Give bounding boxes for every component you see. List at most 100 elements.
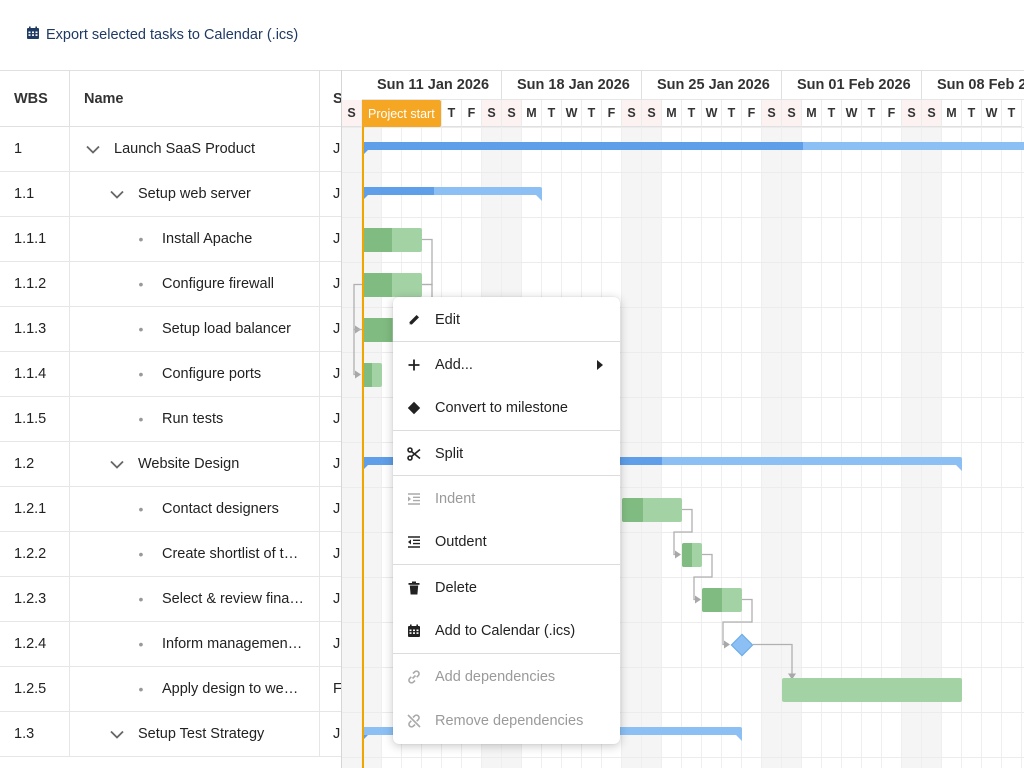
table-row[interactable]: 1.1.2 • Configure firewall J xyxy=(0,262,341,307)
bullet-icon: • xyxy=(138,681,144,697)
name-cell: • Setup load balancer xyxy=(70,307,320,351)
table-row[interactable]: 1.1.3 • Setup load balancer J xyxy=(0,307,341,352)
summary-cap-right xyxy=(956,465,962,471)
table-row[interactable]: 1.2.3 • Select & review final… J xyxy=(0,577,341,622)
name-cell-content: • Configure firewall xyxy=(70,276,319,292)
name-cell-content: Setup web server xyxy=(70,186,319,202)
task-bar[interactable] xyxy=(362,227,422,252)
summary-bar[interactable] xyxy=(362,142,1024,156)
summary-cap-right xyxy=(536,195,542,201)
unlink-icon xyxy=(406,713,422,729)
row-divider xyxy=(342,262,1024,263)
menu-item-split[interactable]: Split xyxy=(393,432,620,476)
table-row[interactable]: 1.1 Setup web server J xyxy=(0,172,341,217)
wbs-cell: 1.2.4 xyxy=(0,622,70,666)
weekend-column xyxy=(762,127,782,768)
table-row[interactable]: 1.2.2 • Create shortlist of th… J xyxy=(0,532,341,577)
task-bar[interactable] xyxy=(622,497,682,522)
name-cell-content: Website Design xyxy=(70,456,319,472)
table-row[interactable]: 1.2.4 • Inform management… J xyxy=(0,622,341,667)
menu-item-delete[interactable]: Delete xyxy=(393,566,620,610)
name-cell: • Create shortlist of th… xyxy=(70,532,320,576)
column-header-name[interactable]: Name xyxy=(70,71,320,127)
row-divider xyxy=(342,352,1024,353)
bullet-icon: • xyxy=(138,411,144,427)
task-bar[interactable] xyxy=(782,677,962,702)
bullet-icon: • xyxy=(138,591,144,607)
day-header: S xyxy=(642,100,662,127)
name-cell: • Inform management… xyxy=(70,622,320,666)
menu-item-label: Split xyxy=(435,446,464,462)
week-header: Sun 08 Feb 2026 xyxy=(922,71,1024,100)
link-icon xyxy=(406,669,422,685)
menu-item-edit[interactable]: Edit xyxy=(393,298,620,342)
task-bar[interactable] xyxy=(682,542,702,567)
wbs-cell: 1.1.3 xyxy=(0,307,70,351)
chevron-down-icon[interactable] xyxy=(108,190,126,199)
chevron-down-icon[interactable] xyxy=(108,730,126,739)
day-header: W xyxy=(842,100,862,127)
start-date-cell: F xyxy=(333,681,342,697)
menu-item-outdent[interactable]: Outdent xyxy=(393,520,620,564)
chevron-down-icon[interactable] xyxy=(108,460,126,469)
table-row[interactable]: 1.2.1 • Contact designers J xyxy=(0,487,341,532)
week-header: Sun 18 Jan 2026 xyxy=(502,71,642,100)
menu-item-label: Add... xyxy=(435,357,473,373)
weekend-column xyxy=(922,127,942,768)
column-header-wbs[interactable]: WBS xyxy=(0,71,70,127)
scissors-icon xyxy=(406,446,422,462)
task-bar[interactable] xyxy=(362,362,382,387)
week-header: Sun 25 Jan 2026 xyxy=(642,71,782,100)
day-header: T xyxy=(862,100,882,127)
menu-item-label: Convert to milestone xyxy=(435,400,568,416)
dependency-arrowhead xyxy=(355,370,361,379)
task-name: Website Design xyxy=(138,456,240,472)
dependency-line[interactable] xyxy=(753,643,793,679)
task-bar[interactable] xyxy=(702,587,742,612)
menu-item-label: Add to Calendar (.ics) xyxy=(435,623,576,639)
table-row[interactable]: 1.1.4 • Configure ports J xyxy=(0,352,341,397)
menu-item-add-dependencies: Add dependencies xyxy=(393,655,620,699)
menu-item-convert-to-milestone[interactable]: Convert to milestone xyxy=(393,386,620,430)
table-row[interactable]: 1.1.1 • Install Apache J xyxy=(0,217,341,262)
export-calendar-button[interactable]: Export selected tasks to Calendar (.ics) xyxy=(26,24,298,46)
menu-separator xyxy=(393,475,620,476)
table-row[interactable]: 1.1.5 • Run tests J xyxy=(0,397,341,442)
progress-fill xyxy=(622,497,643,522)
day-column xyxy=(982,127,1002,768)
task-name: Apply design to web… xyxy=(162,681,307,697)
task-bar[interactable] xyxy=(362,272,422,297)
wbs-cell: 1.2 xyxy=(0,442,70,486)
row-divider xyxy=(342,577,1024,578)
row-divider xyxy=(342,217,1024,218)
day-column xyxy=(702,127,722,768)
menu-item-add[interactable]: Add... xyxy=(393,343,620,387)
task-name: Run tests xyxy=(162,411,224,427)
day-header: S xyxy=(622,100,642,127)
toolbar: Export selected tasks to Calendar (.ics) xyxy=(0,0,1024,70)
wbs-cell: 1.2.2 xyxy=(0,532,70,576)
column-header-start[interactable]: S xyxy=(333,91,342,107)
progress-fill xyxy=(362,142,803,150)
wbs-cell: 1.1 xyxy=(0,172,70,216)
chevron-down-icon[interactable] xyxy=(84,145,102,154)
summary-bar[interactable] xyxy=(362,187,542,201)
table-row[interactable]: 1 Launch SaaS Product J xyxy=(0,127,341,172)
calendar-icon xyxy=(26,26,40,44)
table-row[interactable]: 1.2 Website Design J xyxy=(0,442,341,487)
menu-item-add-to-calendar-ics[interactable]: Add to Calendar (.ics) xyxy=(393,609,620,653)
weekend-column xyxy=(342,127,362,768)
day-column xyxy=(742,127,762,768)
menu-item-indent: Indent xyxy=(393,477,620,521)
menu-separator xyxy=(393,430,620,431)
name-cell: Setup Test Strategy xyxy=(70,712,320,756)
name-cell: Website Design xyxy=(70,442,320,486)
task-bar[interactable] xyxy=(362,317,422,342)
table-row[interactable]: 1.2.5 • Apply design to web… F xyxy=(0,667,342,712)
day-header: F xyxy=(602,100,622,127)
row-divider xyxy=(342,172,1024,173)
table-row[interactable]: 1.3 Setup Test Strategy J xyxy=(0,712,341,757)
day-header: S xyxy=(902,100,922,127)
name-cell-content: • Configure ports xyxy=(70,366,319,382)
day-header: S xyxy=(342,100,362,127)
